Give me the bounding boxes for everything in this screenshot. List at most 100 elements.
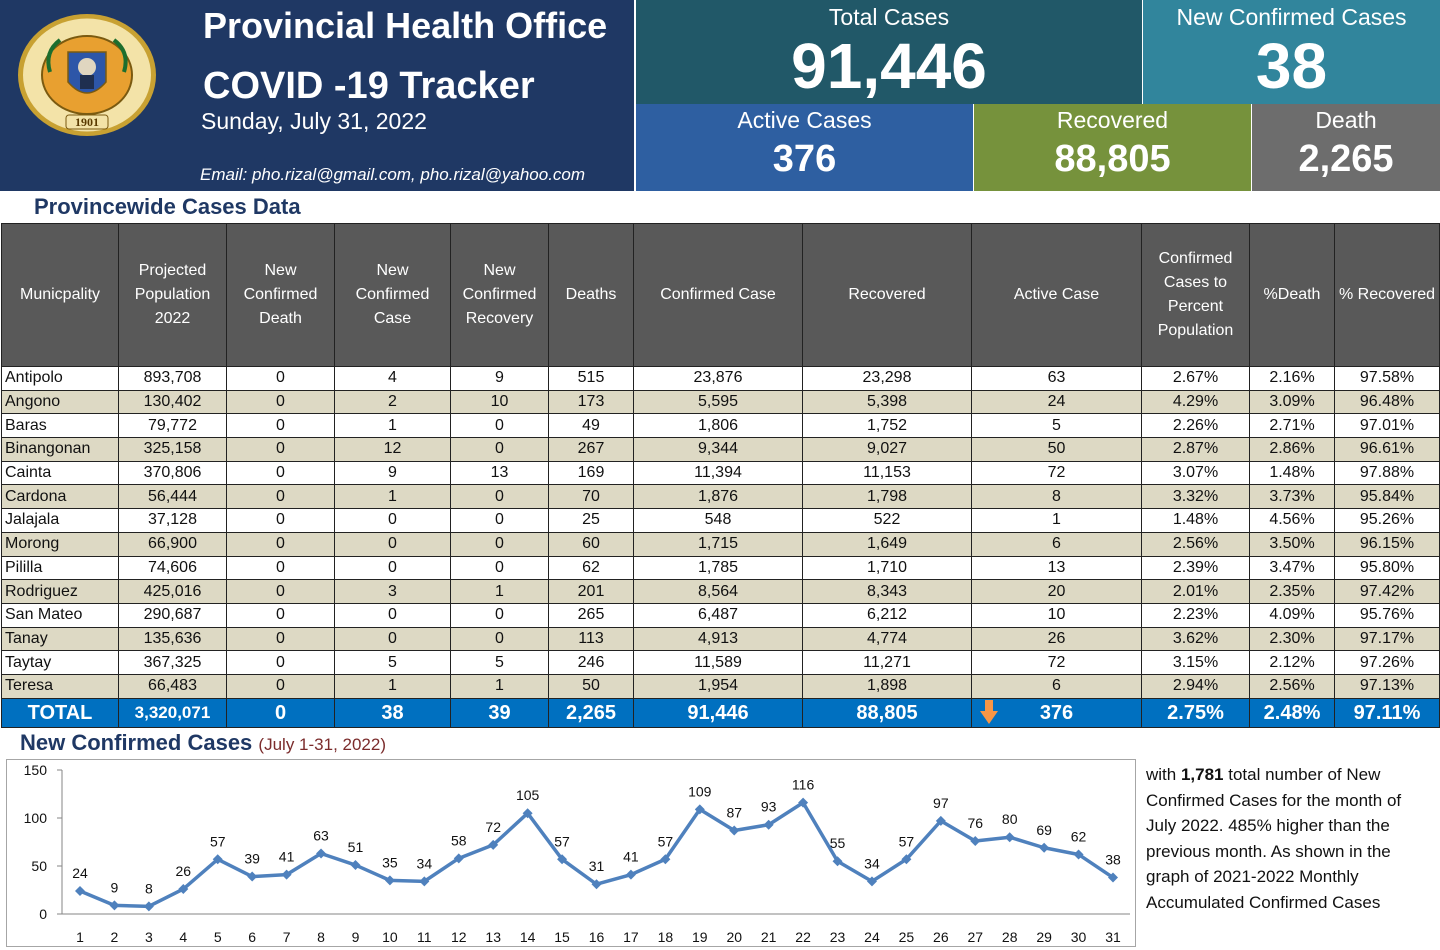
data-label: 57 <box>658 833 674 849</box>
table-cell: 0 <box>226 389 335 415</box>
total-cell: 0 <box>226 697 335 728</box>
x-tick-label: 3 <box>145 929 153 945</box>
table-cell: 4.29% <box>1141 389 1250 415</box>
x-tick-label: 6 <box>248 929 256 945</box>
x-tick-label: 11 <box>417 929 432 945</box>
table-cell: 0 <box>334 555 451 581</box>
table-cell: 201 <box>548 579 634 604</box>
table-cell: 0 <box>226 555 335 581</box>
table-cell: 370,806 <box>118 460 227 486</box>
table-cell: 8,564 <box>633 579 803 604</box>
data-label: 41 <box>279 849 295 865</box>
table-cell: 74,606 <box>118 555 227 581</box>
table-cell: 0 <box>334 508 451 533</box>
table-cell: 56,444 <box>118 484 227 510</box>
table-row: Taytay 367,325 0 5 5 246 11,589 11,271 72 3.15% 2.… <box>1 650 1440 675</box>
municipality-cell: Rodriguez <box>1 579 119 604</box>
data-point <box>143 901 154 912</box>
table-cell: 9 <box>450 366 549 391</box>
data-label: 57 <box>554 833 570 849</box>
table-cell: 0 <box>226 460 335 486</box>
table-cell: 23,876 <box>633 366 803 391</box>
data-point <box>763 819 774 830</box>
table-cell: 2.86% <box>1249 437 1335 462</box>
note-after: total number of New Confirmed Cases for … <box>1146 765 1402 912</box>
table-cell: 6,487 <box>633 602 803 628</box>
table-cell: 20 <box>971 579 1142 604</box>
data-label: 55 <box>830 835 846 851</box>
table-cell: 0 <box>334 602 451 628</box>
x-tick-label: 27 <box>967 929 983 945</box>
municipality-cell: Cardona <box>1 484 119 510</box>
table-cell: 9,027 <box>802 437 972 462</box>
table-cell: 2.56% <box>1249 673 1335 699</box>
data-point <box>384 875 395 886</box>
column-header: Deaths <box>548 223 634 367</box>
table-row: Pililla 74,606 0 0 0 62 1,785 1,710 13 2.39% 3.47%… <box>1 555 1440 581</box>
table-body: Antipolo 893,708 0 4 9 515 23,876 23,298 63 2.67%… <box>1 366 1440 728</box>
total-cell: 91,446 <box>633 697 803 728</box>
total-cell: 376 <box>971 697 1142 728</box>
x-tick-label: 29 <box>1036 929 1052 945</box>
table-cell: 325,158 <box>118 437 227 462</box>
kpi-new-value: 38 <box>1255 30 1328 102</box>
data-label: 80 <box>1002 811 1018 827</box>
municipality-cell: Tanay <box>1 626 119 652</box>
municipality-cell: Angono <box>1 389 119 415</box>
column-header: Confirmed Cases to Percent Population <box>1141 223 1250 367</box>
kpi-total-value: 91,446 <box>791 30 987 102</box>
municipality-cell: Teresa <box>1 673 119 699</box>
table-cell: 96.15% <box>1334 531 1440 557</box>
table-cell: 1,710 <box>802 555 972 581</box>
table-cell: 95.76% <box>1334 602 1440 628</box>
table-cell: 72 <box>971 460 1142 486</box>
table-cell: 515 <box>548 366 634 391</box>
data-label: 51 <box>348 839 364 855</box>
municipality-cell: Taytay <box>1 650 119 675</box>
table-cell: 5,595 <box>633 389 803 415</box>
table-cell: 425,016 <box>118 579 227 604</box>
table-cell: 1 <box>334 484 451 510</box>
table-cell: 3.50% <box>1249 531 1335 557</box>
data-label: 26 <box>176 863 192 879</box>
report-date: Sunday, July 31, 2022 <box>201 108 427 134</box>
table-cell: 95.80% <box>1334 555 1440 581</box>
table-row: San Mateo 290,687 0 0 0 265 6,487 6,212 10 2.23% 4… <box>1 602 1440 628</box>
note-before: with <box>1146 765 1181 784</box>
note-highlight: 1,781 <box>1180 765 1224 784</box>
table-cell: 3.73% <box>1249 484 1335 510</box>
kpi-active-value: 376 <box>772 138 837 180</box>
data-point <box>798 797 809 808</box>
table-cell: 0 <box>226 437 335 462</box>
kpi-death: Death 2,265 <box>1252 104 1440 191</box>
data-point <box>522 808 533 819</box>
kpi-recovered: Recovered 88,805 <box>974 104 1251 191</box>
table-cell: 62 <box>548 555 634 581</box>
data-point <box>488 839 499 850</box>
table-cell: 0 <box>226 484 335 510</box>
kpi-recovered-label: Recovered <box>1056 107 1169 133</box>
table-cell: 3.62% <box>1141 626 1250 652</box>
kpi-recovered-value: 88,805 <box>1054 138 1171 180</box>
data-point <box>247 871 258 882</box>
table-cell: 2.30% <box>1249 626 1335 652</box>
table-cell: 6 <box>971 531 1142 557</box>
kpi-total-label: Total Cases <box>828 4 950 30</box>
table-cell: 0 <box>226 508 335 533</box>
data-point <box>1039 842 1050 853</box>
data-label: 97 <box>933 795 949 811</box>
series-line <box>79 800 1114 909</box>
down-arrow-icon <box>980 700 998 724</box>
table-cell: 37,128 <box>118 508 227 533</box>
x-tick-label: 15 <box>554 929 570 945</box>
table-cell: 5 <box>971 413 1142 439</box>
data-point <box>1004 832 1015 843</box>
x-tick-label: 1 <box>76 929 84 945</box>
data-label: 93 <box>761 799 777 815</box>
x-tick-label: 14 <box>520 929 536 945</box>
table-cell: 1,785 <box>633 555 803 581</box>
total-cell: 2,265 <box>548 697 634 728</box>
table-row: Antipolo 893,708 0 4 9 515 23,876 23,298 63 2.67%… <box>1 366 1440 391</box>
total-label: TOTAL <box>1 697 119 728</box>
table-cell: 1 <box>450 579 549 604</box>
